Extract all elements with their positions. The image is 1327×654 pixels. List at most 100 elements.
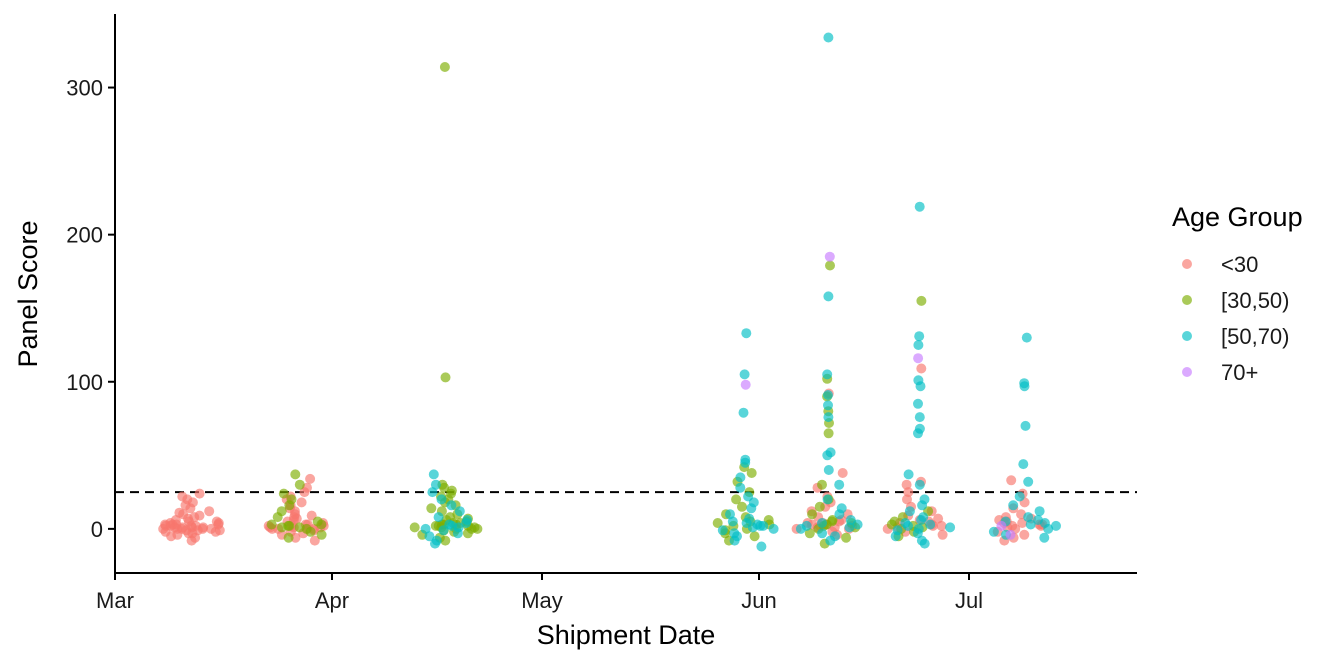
data-point (749, 531, 760, 542)
data-point (446, 500, 457, 511)
data-point (916, 295, 927, 306)
y-tick-label: 100 (66, 370, 103, 395)
x-tick-label: May (521, 588, 563, 613)
data-point (914, 423, 925, 434)
data-point (913, 375, 924, 386)
data-point (1018, 459, 1029, 470)
data-point (160, 520, 171, 531)
data-point (294, 522, 305, 533)
data-point (431, 535, 442, 546)
data-point (1006, 475, 1017, 486)
data-point (454, 506, 465, 517)
data-point (725, 509, 735, 520)
data-point (852, 519, 863, 530)
x-axis-title: Shipment Date (537, 620, 716, 650)
data-point (823, 400, 833, 411)
data-point (913, 353, 924, 364)
data-point (741, 328, 752, 339)
data-point (914, 479, 925, 490)
data-point (206, 523, 217, 534)
data-point (756, 541, 767, 552)
data-point (823, 412, 834, 423)
data-point (822, 369, 833, 380)
data-point (746, 468, 757, 478)
data-point (735, 482, 746, 493)
data-point (286, 494, 297, 505)
data-point (309, 535, 320, 546)
data-point (426, 503, 437, 514)
data-point (823, 390, 833, 400)
data-point (1034, 506, 1045, 517)
data-point (739, 369, 750, 380)
data-point (296, 497, 307, 508)
data-point (1005, 529, 1016, 540)
data-point (823, 291, 834, 302)
legend-key (1182, 331, 1192, 341)
x-tick-label: Jun (741, 588, 776, 613)
data-point (740, 379, 751, 390)
x-ticks-group: Mar Apr May Jun Jul (96, 573, 983, 613)
data-point (936, 520, 947, 531)
data-point (290, 469, 301, 480)
axes-group (114, 14, 1137, 574)
data-point (741, 518, 752, 528)
data-point (913, 523, 924, 534)
data-point (204, 506, 215, 517)
data-point (914, 331, 925, 342)
data-point (1021, 332, 1032, 343)
data-point (1033, 515, 1043, 525)
data-point (822, 494, 833, 505)
data-point (735, 472, 746, 483)
data-point (1020, 420, 1031, 431)
legend-label: <30 (1221, 252, 1258, 277)
data-point (996, 520, 1007, 531)
data-point (814, 501, 825, 512)
data-point (446, 485, 457, 496)
data-point (433, 512, 444, 523)
data-point (740, 454, 751, 465)
data-point (278, 488, 289, 499)
data-point (825, 260, 835, 271)
data-point (826, 516, 837, 527)
data-point (901, 479, 912, 490)
y-axis-title: Panel Score (13, 220, 43, 367)
data-point (824, 251, 835, 262)
data-point (316, 519, 327, 530)
data-point (834, 479, 845, 490)
data-point (284, 520, 295, 531)
legend-key (1182, 367, 1192, 377)
data-point (836, 503, 847, 514)
x-tick-label: Jul (955, 588, 983, 613)
data-point (817, 518, 827, 528)
data-point (844, 522, 855, 533)
data-point (1019, 378, 1030, 389)
data-point (823, 428, 834, 439)
data-point (914, 201, 925, 212)
x-tick-label: Mar (96, 588, 134, 613)
data-point (823, 32, 834, 43)
data-point (817, 479, 827, 490)
y-tick-label: 200 (66, 223, 103, 248)
data-point (436, 494, 447, 505)
data-point (266, 519, 277, 530)
data-point (837, 468, 848, 478)
y-ticks-group: 0 100 200 300 (66, 76, 115, 542)
legend-label: [30,50) (1221, 288, 1290, 313)
data-point (825, 447, 836, 458)
y-tick-label: 0 (91, 517, 103, 542)
data-point (462, 515, 473, 525)
data-point (919, 494, 930, 505)
data-point (1014, 491, 1025, 502)
data-point (305, 473, 316, 484)
data-point (817, 528, 828, 539)
data-point (428, 469, 439, 480)
data-point (439, 62, 450, 72)
data-point (430, 479, 441, 490)
data-point (807, 509, 818, 520)
data-point (731, 494, 742, 505)
data-point (316, 529, 327, 540)
data-point (1019, 529, 1030, 540)
data-point (1025, 519, 1036, 530)
data-point (830, 531, 840, 542)
